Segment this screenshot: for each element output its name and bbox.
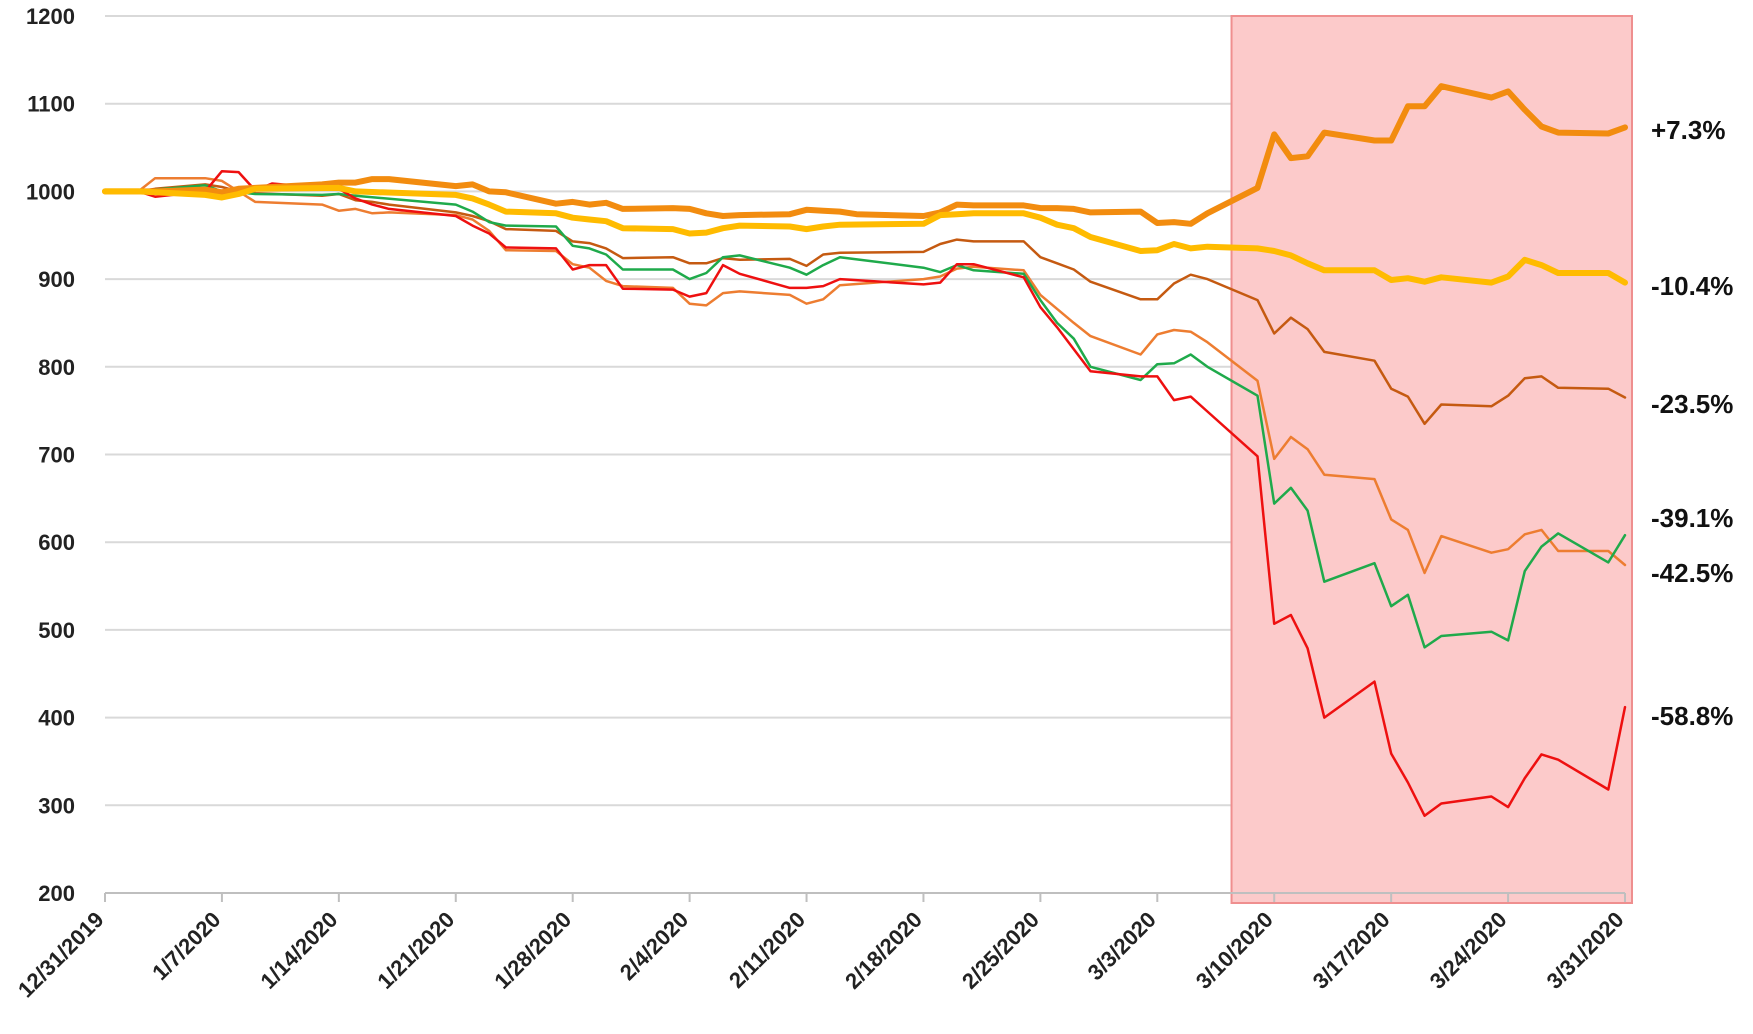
x-tick-label: 2/4/2020 xyxy=(615,907,693,985)
y-tick-label: 300 xyxy=(38,793,75,818)
end-label-series-1: +7.3% xyxy=(1651,115,1725,145)
x-tick-label: 3/3/2020 xyxy=(1083,907,1161,985)
end-labels: +7.3% -10.4% -23.5% -39.1% -42.5% -58.8% xyxy=(1651,115,1733,731)
x-tick-label: 1/14/2020 xyxy=(255,907,342,994)
end-label-series-3: -23.5% xyxy=(1651,389,1733,419)
end-label-series-5: -42.5% xyxy=(1651,558,1733,588)
x-tick-label: 1/21/2020 xyxy=(372,907,459,994)
series-line-1 xyxy=(102,83,1628,227)
x-tick-label: 3/17/2020 xyxy=(1308,907,1395,994)
y-tick-label: 700 xyxy=(38,443,75,468)
x-tick-label: 1/28/2020 xyxy=(489,907,576,994)
x-axis xyxy=(104,892,1626,902)
x-tick-label: 3/31/2020 xyxy=(1542,907,1629,994)
highlight-region xyxy=(1230,15,1633,904)
y-tick-label: 900 xyxy=(38,267,75,292)
end-label-series-6: -58.8% xyxy=(1651,701,1733,731)
series-line-6 xyxy=(103,169,1627,818)
y-axis-ticks: 200 300 400 500 600 700 800 900 1000 1100 1200 xyxy=(26,4,75,906)
x-tick-label: 3/10/2020 xyxy=(1191,907,1278,994)
end-label-series-2: -10.4% xyxy=(1651,271,1733,301)
series-line-5 xyxy=(103,184,1627,649)
y-tick-label: 600 xyxy=(38,530,75,555)
y-tick-label: 1100 xyxy=(27,92,75,117)
x-tick-label: 2/25/2020 xyxy=(957,907,1044,994)
y-tick-label: 1000 xyxy=(26,179,75,204)
y-tick-label: 1200 xyxy=(26,4,75,29)
series-line-4 xyxy=(103,176,1627,575)
series-line-3 xyxy=(103,183,1627,426)
highlight-region-rect xyxy=(1230,15,1633,904)
x-tick-label: 2/18/2020 xyxy=(840,907,927,994)
x-axis-ticks: 12/31/2019 1/7/2020 1/14/2020 1/21/2020 1/28… xyxy=(13,907,1629,1003)
y-tick-label: 500 xyxy=(38,618,75,643)
series-line-2 xyxy=(102,184,1628,286)
x-tick-label: 2/11/2020 xyxy=(724,907,810,993)
y-tick-label: 200 xyxy=(38,881,75,906)
end-label-series-4: -39.1% xyxy=(1651,503,1733,533)
y-tick-label: 800 xyxy=(38,355,75,380)
x-tick-label: 3/24/2020 xyxy=(1425,907,1512,994)
y-tick-label: 400 xyxy=(38,706,75,731)
series-lines xyxy=(102,83,1628,818)
x-tick-label: 1/7/2020 xyxy=(147,907,225,985)
x-tick-label: 12/31/2019 xyxy=(13,907,109,1003)
